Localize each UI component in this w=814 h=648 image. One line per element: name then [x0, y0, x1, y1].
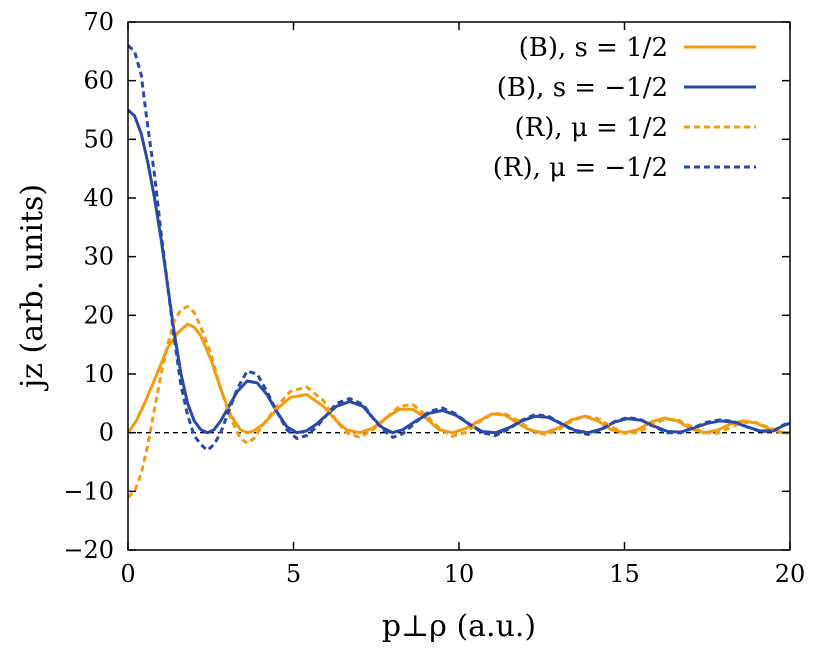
- series-line-4: [128, 44, 790, 452]
- plot-frame: [127, 21, 791, 551]
- y-tick-label: 30: [83, 243, 114, 271]
- x-tick-label: 10: [444, 560, 475, 588]
- series-line-2: [128, 108, 790, 435]
- x-tick-label: 15: [609, 560, 640, 588]
- legend: (B), s = 1/2 (B), s = −1/2 (R), μ = 1/2 (R)…: [493, 33, 756, 183]
- y-tick-label: 0: [99, 419, 114, 447]
- series-line-3: [128, 305, 790, 499]
- y-tick-label: −20: [63, 536, 114, 564]
- legend-label-3: (R), μ = 1/2: [515, 113, 668, 143]
- legend-label-4: (R), μ = −1/2: [493, 153, 668, 183]
- x-tick-label: 5: [286, 560, 301, 588]
- y-tick-label: 20: [83, 301, 114, 329]
- legend-label-2: (B), s = −1/2: [497, 73, 668, 103]
- y-axis-label: jz (arb. units): [15, 184, 50, 391]
- y-tick-label: 10: [83, 360, 114, 388]
- x-tick-label: 20: [775, 560, 806, 588]
- x-axis-label: p⊥ρ (a.u.): [382, 609, 536, 644]
- x-tick-label: 0: [120, 560, 135, 588]
- y-tick-label: −10: [63, 477, 114, 505]
- series-layer: [128, 44, 790, 499]
- y-tick-label: 50: [83, 125, 114, 153]
- y-tick-label: 60: [83, 67, 114, 95]
- legend-label-1: (B), s = 1/2: [519, 33, 668, 63]
- y-tick-label: 40: [83, 184, 114, 212]
- axis-ticks: [127, 21, 791, 551]
- y-tick-label: 70: [83, 8, 114, 36]
- series-line-1: [128, 322, 790, 435]
- axis-tick-labels: 0 5 10 15 20 −20 −10 0 10 20 30 40 50 60 70: [63, 8, 805, 588]
